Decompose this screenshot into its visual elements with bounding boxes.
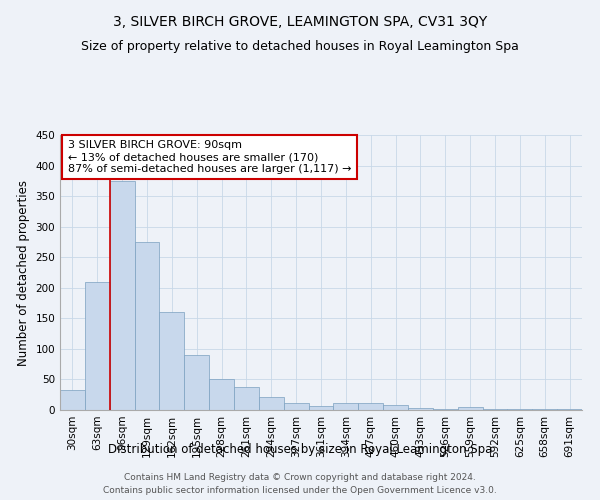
Bar	[458, 407, 482, 410]
Bar	[358, 404, 383, 410]
Bar	[184, 355, 209, 410]
Text: 3, SILVER BIRCH GROVE, LEAMINGTON SPA, CV31 3QY: 3, SILVER BIRCH GROVE, LEAMINGTON SPA, C…	[113, 15, 487, 29]
Bar	[383, 405, 408, 410]
Bar	[160, 312, 184, 410]
Bar	[234, 387, 259, 410]
Bar	[408, 408, 433, 410]
Bar	[308, 406, 334, 410]
Text: 3 SILVER BIRCH GROVE: 90sqm
← 13% of detached houses are smaller (170)
87% of se: 3 SILVER BIRCH GROVE: 90sqm ← 13% of det…	[68, 140, 352, 173]
Bar	[60, 390, 85, 410]
Text: Contains HM Land Registry data © Crown copyright and database right 2024.: Contains HM Land Registry data © Crown c…	[124, 472, 476, 482]
Bar	[134, 242, 160, 410]
Bar	[284, 402, 308, 410]
Bar	[334, 404, 358, 410]
Text: Size of property relative to detached houses in Royal Leamington Spa: Size of property relative to detached ho…	[81, 40, 519, 53]
Text: Distribution of detached houses by size in Royal Leamington Spa: Distribution of detached houses by size …	[108, 442, 492, 456]
Text: Contains public sector information licensed under the Open Government Licence v3: Contains public sector information licen…	[103, 486, 497, 495]
Y-axis label: Number of detached properties: Number of detached properties	[17, 180, 30, 366]
Bar	[557, 409, 582, 410]
Bar	[209, 380, 234, 410]
Bar	[110, 181, 134, 410]
Bar	[85, 282, 110, 410]
Bar	[259, 397, 284, 410]
